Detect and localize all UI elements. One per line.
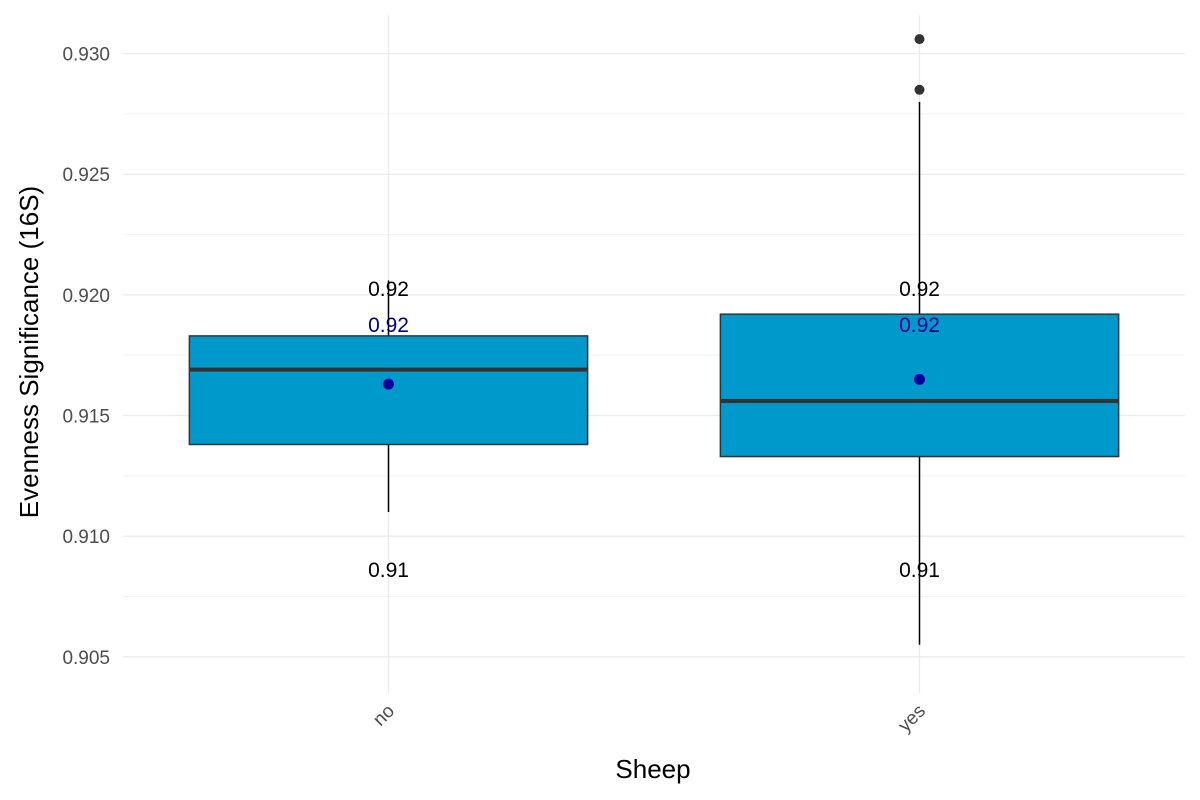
y-tick-label: 0.905	[62, 648, 110, 669]
outlier-point	[914, 84, 925, 95]
y-tick-label: 0.920	[62, 286, 110, 307]
x-axis-title: Sheep	[615, 754, 690, 784]
box-yes	[719, 34, 1120, 645]
x-tick-label: no	[369, 701, 399, 731]
outlier-point	[914, 34, 925, 45]
mean-point	[914, 373, 925, 385]
mean-label: 0.92	[899, 314, 940, 337]
x-axis-ticks: no yes	[369, 701, 930, 737]
y-tick-label: 0.930	[62, 45, 110, 66]
max-label: 0.92	[368, 278, 409, 301]
y-tick-label: 0.910	[62, 527, 110, 548]
mean-label: 0.92	[368, 314, 409, 337]
box-group	[188, 34, 1120, 645]
min-label: 0.91	[899, 559, 940, 582]
min-label: 0.91	[368, 559, 409, 582]
iqr-box	[188, 335, 589, 446]
box-no	[188, 280, 589, 513]
y-axis-title: Evenness Significance (16S)	[14, 186, 44, 518]
stat-labels: 0.92 0.92 0.91 0.92 0.92 0.91	[368, 278, 940, 582]
y-tick-label: 0.925	[62, 165, 110, 186]
mean-point	[383, 378, 394, 390]
y-axis-ticks: 0.905 0.910 0.915 0.920 0.925 0.930	[62, 45, 110, 669]
x-tick-label: yes	[894, 701, 930, 737]
iqr-box	[719, 313, 1120, 458]
max-label: 0.92	[899, 278, 940, 301]
y-tick-label: 0.915	[62, 407, 110, 428]
